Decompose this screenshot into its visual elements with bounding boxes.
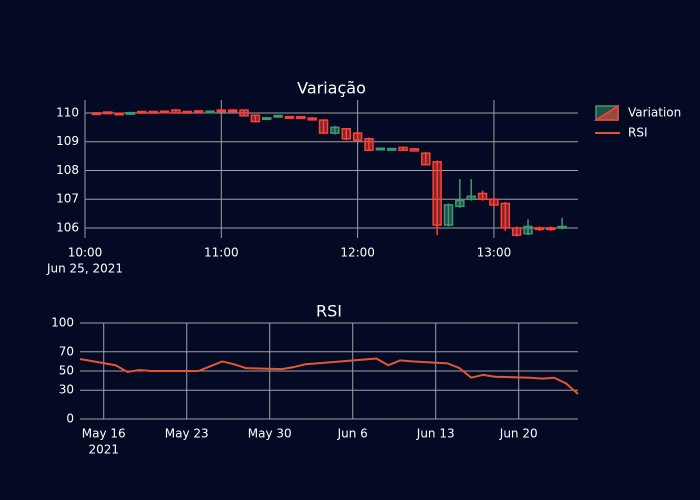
candle-body	[159, 110, 170, 114]
candle-body	[262, 117, 272, 121]
candle-body	[330, 126, 340, 134]
candle-body	[534, 227, 545, 231]
candle-body	[284, 115, 295, 119]
x-tick-label: May 23	[165, 427, 209, 441]
x-tick-label: 11:00	[204, 246, 239, 260]
candle-body	[114, 112, 124, 116]
candle-body	[352, 132, 363, 141]
candle-body	[239, 109, 249, 117]
x-tick-sublabel: Jun 25, 2021	[46, 262, 123, 276]
chart-title: Variação	[297, 79, 366, 98]
candle-body	[557, 225, 567, 229]
x-tick-label: Jun 20	[499, 427, 538, 441]
legend-swatch	[593, 104, 619, 121]
x-tick-label: Jun 6	[337, 427, 368, 441]
chart-title: RSI	[316, 302, 342, 321]
x-tick-label: Jun 13	[416, 427, 455, 441]
candle-body	[466, 195, 476, 200]
candle-body	[318, 119, 329, 134]
candle-body	[375, 147, 386, 151]
y-tick-label: 110	[56, 105, 79, 119]
candle-body	[489, 198, 499, 206]
y-tick-label: 50	[59, 364, 74, 378]
candle-body	[193, 110, 204, 114]
candle-body	[216, 109, 227, 113]
candle-body	[545, 227, 556, 231]
candle-body	[398, 146, 408, 152]
candle-body	[364, 138, 374, 152]
y-tick-label: 0	[66, 412, 74, 426]
candle-body	[455, 199, 465, 208]
candle-body	[386, 147, 397, 151]
y-tick-label: 106	[56, 220, 79, 234]
candle-body	[409, 148, 420, 152]
y-tick-label: 70	[59, 344, 74, 358]
candle-body	[182, 110, 192, 114]
candle-body	[148, 110, 158, 114]
candle-body	[102, 111, 113, 115]
y-tick-label: 30	[59, 383, 74, 397]
x-tick-label: 13:00	[477, 246, 512, 260]
line	[79, 357, 579, 395]
candle-body	[307, 117, 317, 121]
x-tick-sublabel: 2021	[88, 443, 119, 457]
candle-body	[227, 109, 238, 113]
legend-label: RSI	[628, 126, 648, 140]
candle-body	[523, 225, 533, 235]
candle-body	[91, 112, 102, 116]
candle-body	[205, 110, 215, 114]
legend: Variation RSI	[593, 104, 681, 140]
y-tick-label: 100	[51, 316, 74, 330]
candle-body	[432, 161, 442, 226]
x-tick-label: 12:00	[340, 246, 375, 260]
candle-body	[341, 128, 352, 140]
candle-body	[421, 152, 431, 166]
candle-body	[137, 110, 147, 114]
y-tick-label: 109	[56, 134, 79, 148]
y-tick-label: 107	[56, 192, 79, 206]
candle-body	[477, 192, 488, 200]
candle-body	[273, 114, 283, 118]
candle-body	[125, 111, 136, 115]
candle-body	[511, 227, 522, 236]
candle-body	[296, 115, 306, 120]
candle-body	[171, 109, 181, 114]
x-tick-label: May 30	[248, 427, 292, 441]
x-tick-label: 10:00	[68, 246, 103, 260]
x-tick-label: May 16	[82, 427, 126, 441]
candle-body	[443, 204, 454, 226]
legend-label: Variation	[628, 106, 681, 120]
y-tick-label: 108	[56, 163, 79, 177]
candle-body	[500, 202, 511, 229]
candle-body	[250, 114, 261, 123]
